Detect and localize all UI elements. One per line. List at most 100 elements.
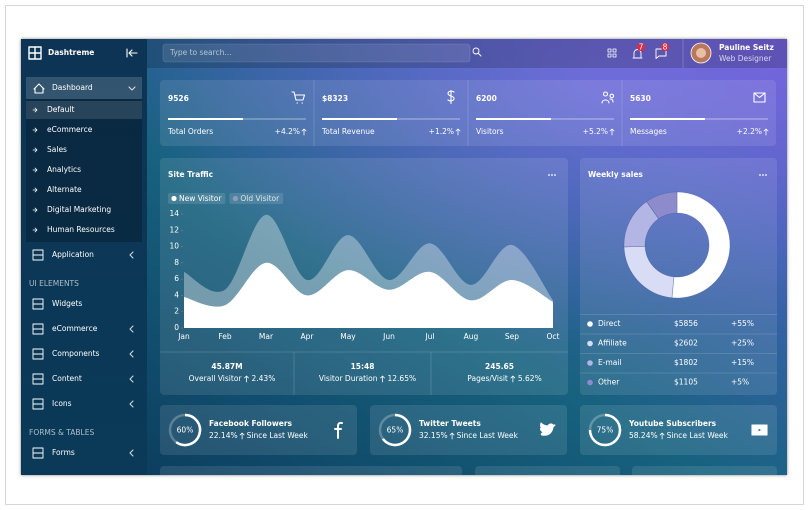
social-title: Facebook Followers: [209, 419, 293, 428]
area-series: [184, 262, 553, 328]
chevron: [129, 325, 134, 333]
submenu-item[interactable]: Analytics: [47, 165, 81, 174]
x-tick-label: Jun: [382, 332, 395, 341]
social-title: Twitter Tweets: [419, 419, 481, 428]
menu-icon: [32, 348, 44, 360]
summary-value: 245.65: [485, 362, 514, 371]
social-note: Since Last Week: [247, 431, 309, 440]
menu-item: Dashboard: [52, 83, 93, 92]
more-dot[interactable]: [551, 174, 553, 176]
menu-item[interactable]: Icons: [52, 399, 72, 408]
bell-icon: [632, 49, 643, 59]
legend-label: Affiliate: [598, 339, 627, 348]
menu-item[interactable]: Forms: [52, 448, 75, 457]
up-arrow: [449, 432, 455, 440]
search-box[interactable]: [162, 43, 471, 63]
dashboard-screenshot: Dashtreme Dashboard Default eCommerce Sales A…: [21, 39, 787, 486]
active-menu[interactable]: [26, 77, 142, 99]
submenu-active: [26, 101, 142, 119]
section-heading: FORMS & TABLES: [29, 428, 94, 437]
menu-item[interactable]: Widgets: [52, 299, 82, 308]
legend-swatch: [232, 195, 239, 202]
user-role: Web Designer: [719, 54, 772, 63]
ring-label: 65%: [387, 426, 404, 435]
more-dot[interactable]: [765, 174, 767, 176]
stat-icon: [601, 91, 615, 104]
y-tick-label: 12: [169, 225, 179, 234]
progress-bar: [322, 118, 397, 120]
progress-bar: [476, 118, 551, 120]
submenu-item[interactable]: eCommerce: [47, 125, 93, 134]
brand-name: Dashtreme: [48, 48, 94, 57]
stat-value: $8323: [322, 94, 348, 103]
up-arrow: [239, 432, 245, 440]
legend-chip[interactable]: [168, 193, 226, 204]
stat-label: Messages: [630, 127, 667, 136]
chevron: [129, 449, 134, 457]
social-change: 58.24%: [629, 431, 658, 440]
apps-icon: [607, 48, 617, 58]
social-sub: 22.14% Since Last Week: [209, 431, 309, 440]
legend-chip[interactable]: [229, 193, 284, 204]
menu-item[interactable]: eCommerce: [52, 324, 98, 333]
social-icon: [751, 424, 768, 436]
stat-change: +4.2%: [275, 127, 300, 136]
chevron: [129, 251, 134, 259]
summary-label: Overall Visitor: [189, 374, 243, 383]
badge-count: 7: [639, 43, 644, 52]
sidebar: [21, 39, 147, 475]
submenu-item[interactable]: Sales: [47, 145, 67, 154]
more-dot[interactable]: [762, 174, 764, 176]
up-arrow: [455, 128, 461, 136]
submenu-item[interactable]: Digital Marketing: [47, 205, 111, 214]
menu-item[interactable]: Content: [52, 374, 82, 383]
donut-slice: [646, 191, 678, 220]
more-dot[interactable]: [548, 174, 550, 176]
menu-item[interactable]: Components: [52, 349, 100, 358]
more-dot[interactable]: [759, 174, 761, 176]
progress-ring: [588, 413, 622, 447]
x-tick-label: Jan: [177, 332, 190, 341]
value-label: $5856: [674, 319, 698, 328]
user-name: Pauline Seitz: [719, 43, 774, 52]
ring-label: 60%: [177, 426, 194, 435]
badge: [637, 43, 645, 51]
submenu-item[interactable]: Human Resources: [47, 225, 115, 234]
stat-value: 5630: [630, 94, 651, 103]
stat-icon: [291, 91, 306, 104]
card: [580, 158, 777, 395]
stat-label: Visitors: [476, 127, 504, 136]
brand-logo: [28, 46, 42, 60]
social-note: Since Last Week: [667, 431, 729, 440]
summary-change: 12.65%: [388, 374, 417, 383]
x-tick-label: Apr: [301, 332, 315, 341]
submenu-item[interactable]: Alternate: [47, 185, 82, 194]
social-card: [370, 405, 567, 455]
summary-line: Visitor Duration 12.65%: [319, 374, 416, 383]
submenu-arrow: [32, 227, 38, 233]
legend-label: Direct: [598, 319, 621, 328]
progress-ring: [381, 413, 412, 447]
menu-item[interactable]: Application: [52, 250, 94, 259]
stat-change: +5.2%: [583, 127, 608, 136]
home-icon: [33, 83, 45, 94]
change-label: +55%: [731, 319, 754, 328]
x-tick-label: Oct: [547, 332, 560, 341]
stat-label: Total Revenue: [321, 127, 375, 136]
menu-icon: [32, 249, 44, 261]
menu-icon: [32, 373, 44, 385]
badge-count: 8: [663, 43, 668, 52]
y-tick-label: 10: [169, 242, 179, 251]
legend-label: New Visitor: [179, 194, 222, 203]
social-icon: [539, 422, 556, 436]
progress-ring: [175, 413, 202, 447]
y-tick-label: 4: [174, 290, 179, 299]
y-tick-label: 0: [174, 323, 179, 332]
donut-slice: [671, 191, 731, 299]
legend-swatch: [587, 360, 593, 366]
submenu-item[interactable]: Default: [47, 105, 74, 114]
legend-label: E-mail: [598, 358, 622, 367]
up-arrow: [244, 375, 249, 383]
more-dot[interactable]: [554, 174, 556, 176]
card: [160, 466, 462, 486]
